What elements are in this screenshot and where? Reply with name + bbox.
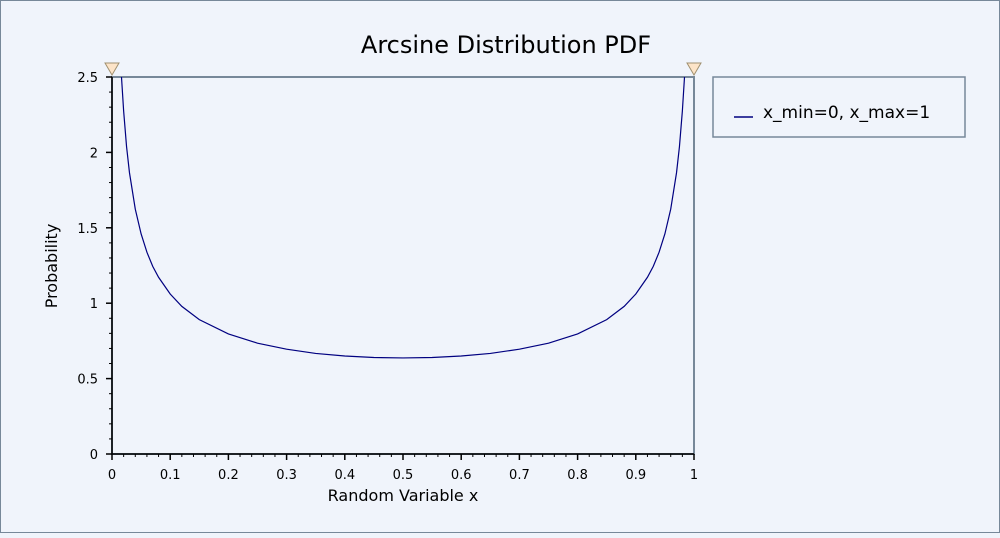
y-tick-label: 2.5 — [77, 71, 98, 86]
limit-marker-right — [686, 62, 702, 76]
x-tick-label: 0.6 — [451, 468, 472, 483]
y-tick-label: 1 — [90, 297, 98, 312]
x-tick-label: 0.3 — [276, 468, 297, 483]
limit-marker-left — [104, 62, 120, 76]
y-tick-label: 1.5 — [77, 222, 98, 237]
x-tick-label: 0.2 — [218, 468, 239, 483]
y-axis-label: Probability — [42, 224, 61, 309]
x-tick-label: 0.7 — [509, 468, 530, 483]
y-tick-label: 2 — [90, 146, 98, 161]
x-tick-label: 0.9 — [625, 468, 646, 483]
x-axis-label: Random Variable x — [328, 486, 479, 505]
axis-ticks — [106, 76, 695, 460]
x-tick-label: 0.4 — [334, 468, 355, 483]
series-line-x-min-0-x-max-1 — [120, 76, 686, 359]
x-tick-label: 1 — [690, 468, 698, 483]
x-tick-label: 0.8 — [567, 468, 588, 483]
y-tick-labels: 0 0.5 1 1.5 2 2.5 — [77, 71, 98, 463]
x-tick-labels: 0 0.1 0.2 0.3 0.4 0.5 0.6 0.7 0.8 0.9 1 — [108, 468, 698, 483]
legend-box — [712, 76, 966, 138]
legend-label: x_min=0, x_max=1 — [763, 103, 930, 123]
x-tick-label: 0.5 — [393, 468, 414, 483]
y-tick-label: 0 — [90, 448, 98, 463]
chart-title: Arcsine Distribution PDF — [361, 31, 651, 59]
x-tick-label: 0 — [108, 468, 116, 483]
x-tick-label: 0.1 — [160, 468, 181, 483]
y-tick-label: 0.5 — [77, 373, 98, 388]
